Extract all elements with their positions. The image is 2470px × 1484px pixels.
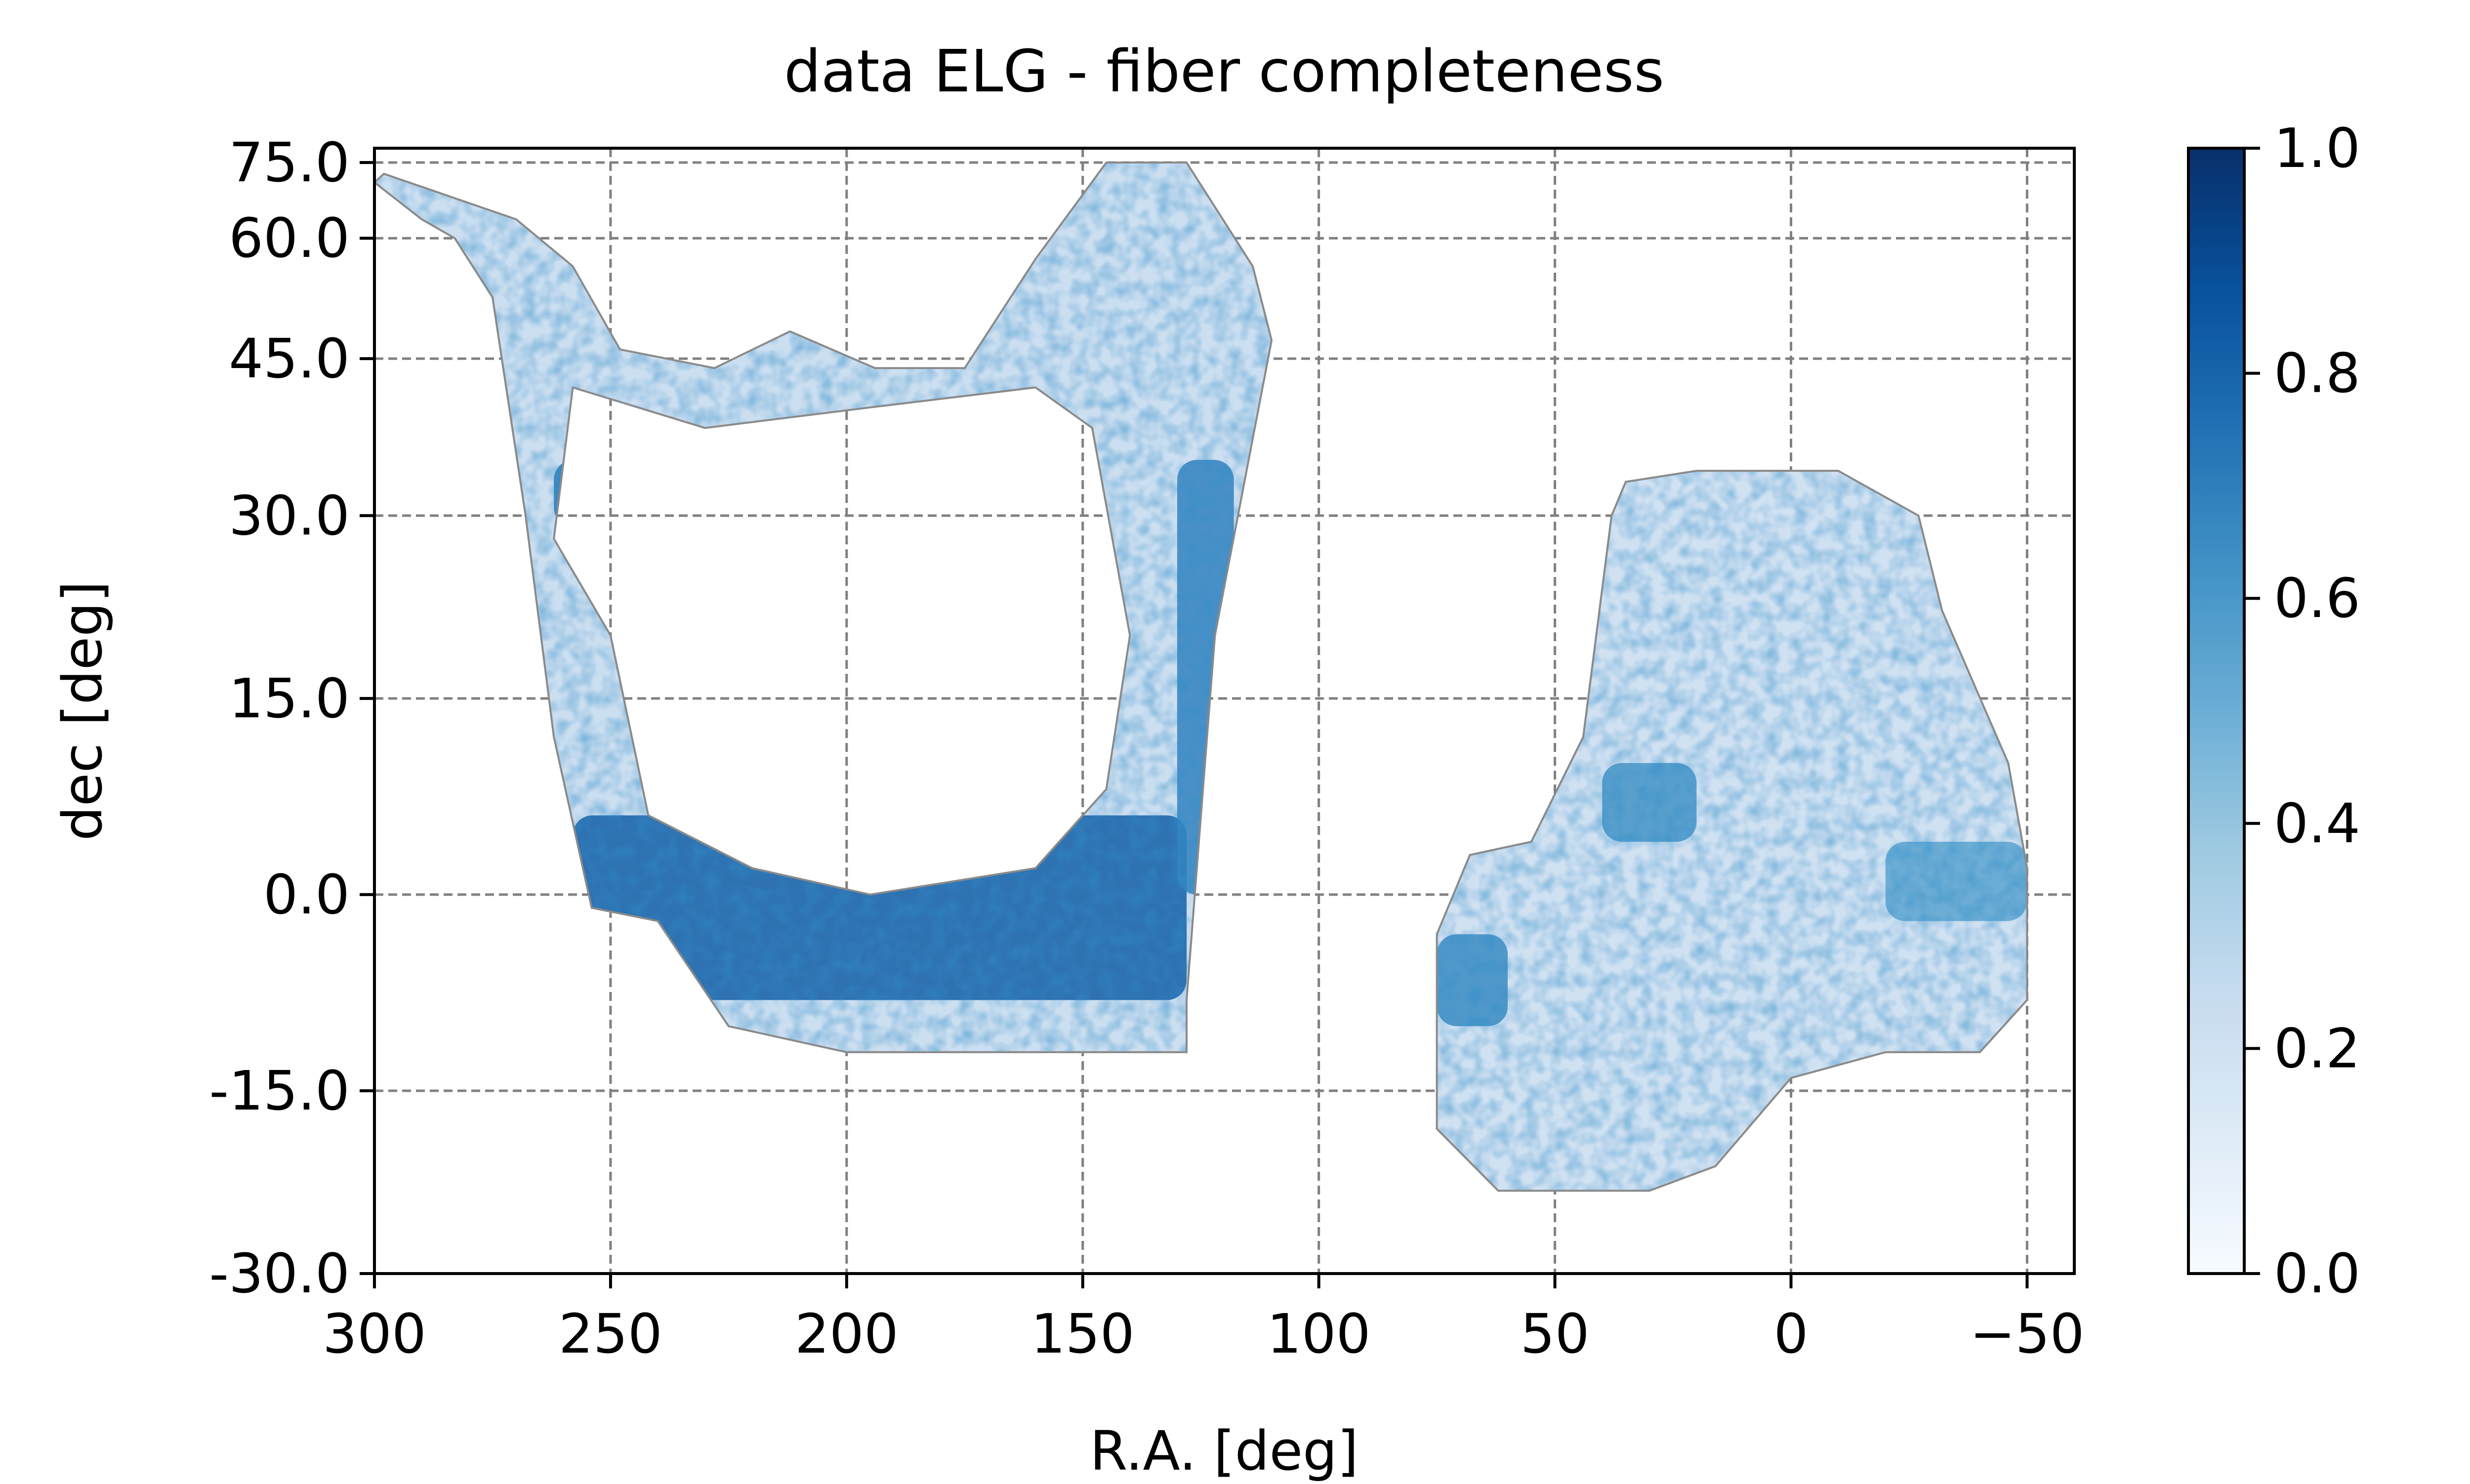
colorbar-tick-label-2: 0.4 — [2274, 792, 2360, 855]
x-tick-label-3: 150 — [1031, 1302, 1135, 1365]
x-axis-label: R.A. [deg] — [1090, 1419, 1358, 1482]
footprint-outline — [374, 162, 1273, 1053]
x-tick-label-0: 300 — [323, 1302, 426, 1365]
x-tick-label-2: 200 — [795, 1302, 899, 1365]
y-tick-label-5: 45.0 — [229, 327, 350, 390]
colorbar-frame — [2187, 147, 2246, 1275]
footprint-outline — [1436, 470, 2028, 1192]
plot-frame — [373, 147, 2076, 1275]
colorbar-tick-label-5: 1.0 — [2274, 117, 2360, 180]
y-axis: -30.0 -15.0 0.0 15.0 30.0 45.0 60.0 75.0 — [209, 131, 374, 1305]
feature-dec-thirty-band — [554, 459, 941, 528]
x-tick-label-4: 100 — [1267, 1302, 1371, 1365]
data-layer — [374, 162, 2028, 1192]
colorbar: 0.0 0.2 0.4 0.6 0.8 1.0 — [2187, 117, 2360, 1305]
x-tick-label-7: −50 — [1970, 1302, 2084, 1365]
colorbar-tick-label-0: 0.0 — [2274, 1242, 2360, 1305]
chart-title: data ELG - fiber completeness — [784, 37, 1664, 105]
colorbar-ticks: 0.0 0.2 0.4 0.6 0.8 1.0 — [2244, 117, 2360, 1305]
y-tick-label-6: 60.0 — [229, 206, 350, 270]
y-tick-label-1: -15.0 — [209, 1059, 350, 1122]
colorbar-tick-label-1: 0.2 — [2274, 1017, 2360, 1080]
y-axis-label: dec [deg] — [51, 581, 114, 841]
x-axis: 300 250 200 150 100 50 0 −50 — [323, 1274, 2084, 1365]
colorbar-tick-label-3: 0.6 — [2274, 567, 2360, 630]
y-tick-label-7: 75.0 — [229, 131, 350, 194]
y-tick-label-4: 30.0 — [229, 484, 350, 547]
x-tick-label-5: 50 — [1521, 1302, 1590, 1365]
y-tick-label-3: 15.0 — [229, 667, 350, 730]
y-tick-label-2: 0.0 — [263, 863, 350, 926]
colorbar-tick-label-4: 0.8 — [2274, 342, 2360, 405]
colorbar-gradient — [2188, 148, 2244, 1274]
y-tick-label-0: -30.0 — [209, 1242, 350, 1305]
x-tick-label-6: 0 — [1774, 1302, 1809, 1365]
x-tick-label-1: 250 — [559, 1302, 662, 1365]
